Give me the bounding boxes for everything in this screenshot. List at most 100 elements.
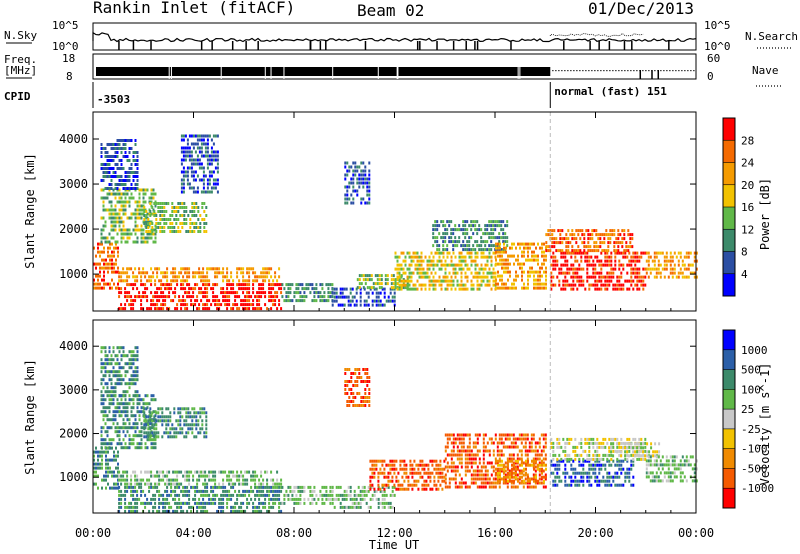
colorbar-tick-label: 12 <box>741 223 754 236</box>
x-tick-label: 00:00 <box>678 526 714 540</box>
colorbar-tick-label: -100 <box>741 443 768 456</box>
colorbar-segment <box>723 389 735 410</box>
freq-trace <box>96 67 695 79</box>
nave-dot <box>552 70 554 72</box>
nave-dot <box>627 70 629 72</box>
nave-dot <box>588 70 590 72</box>
velocity-axes: 00:00 04:00 08:00 12:00 16:00 20:00 00:00 1000 2… <box>59 320 714 540</box>
nave-dot <box>660 70 662 72</box>
colorbar-segment <box>723 448 735 469</box>
colorbar-segment <box>723 488 735 508</box>
nsky-label: N.Sky <box>4 29 37 42</box>
y-tick-label: 4000 <box>59 132 88 146</box>
nsearch-tick-top: 10^5 <box>704 19 731 32</box>
nave-dot <box>645 70 647 72</box>
y-tick-label: 2000 <box>59 427 88 441</box>
nave-dot <box>666 70 668 72</box>
nsearch-tick-bottom: 10^0 <box>704 40 731 53</box>
heatmap-region <box>645 455 698 483</box>
nave-dot <box>612 70 614 72</box>
y-tick-label: 1000 <box>59 267 88 281</box>
nave-dot <box>609 70 611 72</box>
nave-label: Nave <box>752 64 779 77</box>
heatmap-region <box>432 220 509 252</box>
heatmap-region <box>645 251 698 279</box>
velocity-colorbar-label-text: Velocity [m s^-1] <box>758 363 772 486</box>
velocity-ylabel: Slant Range [km] <box>23 359 37 475</box>
heatmap-region <box>495 459 547 483</box>
freq-panel-frame <box>92 53 697 80</box>
nave-dot <box>606 70 608 72</box>
colorbar-segment <box>723 118 735 141</box>
x-tick-label: 00:00 <box>75 526 111 540</box>
nave-dot <box>594 70 596 72</box>
velocity-colorbar: 1000 500 100 25 -25 -100 -500 -1000 <box>722 329 774 509</box>
nave-dot <box>663 70 665 72</box>
nave-dot <box>669 70 671 72</box>
heatmap-region <box>143 407 208 439</box>
heatmap-region <box>93 446 119 490</box>
y-tick-label: 3000 <box>59 177 88 191</box>
heatmap-region <box>118 485 283 513</box>
y-tick-label: 4000 <box>59 339 88 353</box>
heatmap-region <box>100 139 139 190</box>
heatmap-region <box>550 459 635 487</box>
nave-dot <box>561 70 563 72</box>
nave-dot <box>600 70 602 72</box>
x-tick-label: 04:00 <box>175 526 211 540</box>
heatmap-region <box>281 283 334 303</box>
colorbar-segment <box>723 140 735 163</box>
colorbar-segment <box>723 409 735 429</box>
nave-dot <box>576 70 578 72</box>
heatmap-region <box>344 368 371 407</box>
nave-dot <box>642 70 644 72</box>
heatmap-region <box>118 283 283 311</box>
y-tick-label: 2000 <box>59 222 88 236</box>
nsky-tick-bottom: 10^0 <box>52 40 79 53</box>
nave-dot <box>570 70 572 72</box>
nave-dot <box>579 70 581 72</box>
power-colorbar-label: Power [dB] <box>758 178 772 250</box>
nsky-tick-top: 10^5 <box>52 19 79 32</box>
heatmap-region <box>369 459 446 491</box>
colorbar-segment <box>723 468 735 489</box>
nave-dot <box>654 70 656 72</box>
nsky-panel-frame <box>92 22 697 51</box>
colorbar-tick-label: 25 <box>741 403 754 416</box>
colorbar-segment <box>723 251 735 274</box>
x-tick-label: 08:00 <box>276 526 312 540</box>
nsearch-line <box>549 32 644 37</box>
heatmap-region <box>118 470 283 486</box>
colorbar-tick-label: -500 <box>741 462 768 475</box>
heatmap-region <box>143 202 208 233</box>
nsearch-label: N.Search <box>745 30 798 43</box>
colorbar-tick-label: 16 <box>741 201 754 214</box>
heatmap-region <box>608 442 661 458</box>
nave-tick-top: 60 <box>707 52 720 65</box>
y-tick-label: 1000 <box>59 470 88 484</box>
power-colorbar: 28 24 20 16 12 8 4 <box>722 117 755 297</box>
nave-dot <box>675 70 677 72</box>
colorbar-segment <box>723 428 735 449</box>
freq-tick-top: 18 <box>62 52 75 65</box>
nave-tick-bottom: 0 <box>707 70 714 83</box>
date-label: 01/Dec/2013 <box>588 0 694 18</box>
colorbar-tick-label: 500 <box>741 364 761 377</box>
heatmap-region <box>495 242 547 290</box>
nave-dot <box>573 70 575 72</box>
nave-dot <box>597 70 599 72</box>
heatmap-region <box>444 433 547 489</box>
freq-label: Freq. <box>4 53 37 66</box>
colorbar-segment <box>723 207 735 230</box>
colorbar-tick-label: -25 <box>741 423 761 436</box>
nave-dot <box>681 70 683 72</box>
cpid-first-value: -3503 <box>97 93 130 106</box>
power-heatmap <box>93 112 698 311</box>
freq-band <box>96 67 551 76</box>
heatmap-region <box>180 134 219 194</box>
nave-dot <box>684 70 686 72</box>
nave-dot <box>693 70 695 72</box>
nave-dot <box>558 70 560 72</box>
colorbar-segment <box>723 162 735 185</box>
